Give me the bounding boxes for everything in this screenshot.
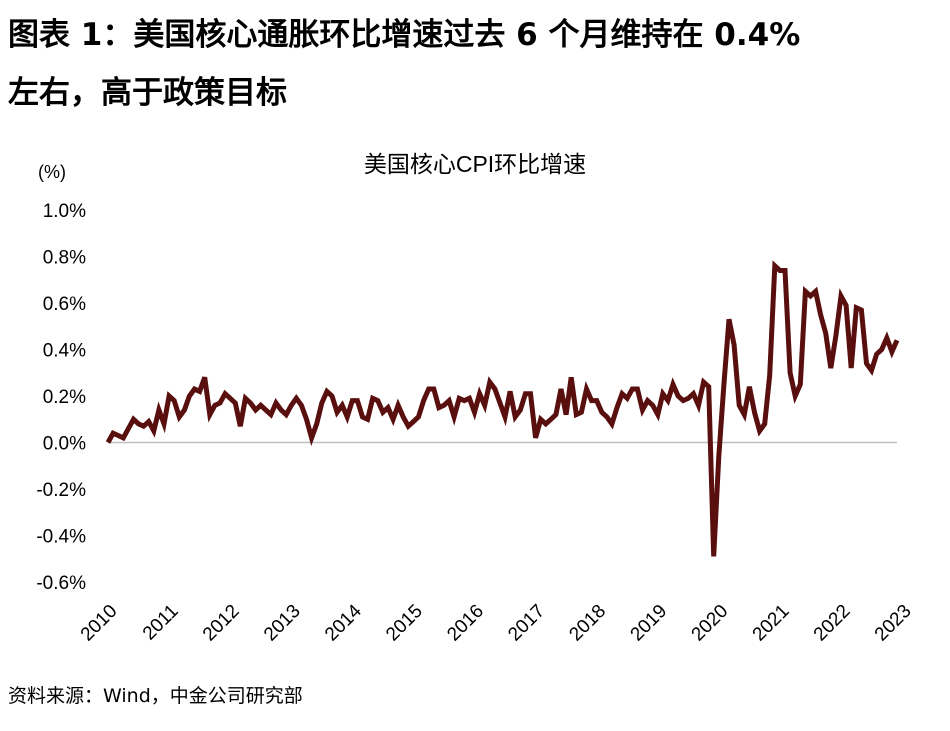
y-tick-label: 0.4%: [43, 341, 86, 362]
figure-title-line2: 左右，高于政策目标: [8, 75, 287, 111]
x-tick-label: 2022: [810, 601, 855, 646]
y-tick-label: 0.2%: [43, 387, 86, 408]
y-tick-label: 0.0%: [43, 434, 86, 455]
figure-title: 图表 1：美国核心通胀环比增速过去 6 个月维持在 0.4% 左右，高于政策目标: [8, 6, 943, 122]
y-unit-label: (%): [38, 162, 66, 182]
x-tick-label: 2010: [77, 601, 122, 646]
x-tick-label: 2015: [382, 601, 427, 646]
figure-title-line1: 图表 1：美国核心通胀环比增速过去 6 个月维持在 0.4%: [8, 17, 801, 53]
x-tick-label: 2011: [139, 601, 183, 645]
x-tick-label: 2014: [321, 600, 366, 645]
x-tick-label: 2012: [199, 601, 244, 646]
x-tick-label: 2023: [871, 601, 916, 646]
y-tick-label: 0.6%: [43, 294, 86, 315]
x-tick-label: 2019: [627, 601, 672, 646]
chart-title: 美国核心CPI环比增速: [364, 151, 586, 177]
y-axis-ticks: 1.0% 0.8% 0.6% 0.4% 0.2% 0.0% -0.2% -0.4% -0.6%: [36, 201, 86, 594]
x-tick-label: 2020: [688, 601, 733, 646]
x-tick-label: 2017: [504, 601, 549, 646]
x-tick-label: 2021: [749, 601, 794, 646]
y-tick-label: 1.0%: [43, 201, 86, 222]
x-axis-ticks: 2010 2011 2012 2013 2014 2015 2016 2017 2018 2019…: [77, 600, 916, 645]
source-note: 资料来源：Wind，中金公司研究部: [8, 685, 303, 707]
y-tick-label: -0.6%: [36, 573, 86, 594]
x-tick-label: 2016: [443, 601, 488, 646]
series-line: [105, 260, 900, 557]
y-tick-label: -0.2%: [36, 480, 86, 501]
x-tick-label: 2013: [260, 601, 305, 646]
y-tick-label: -0.4%: [36, 527, 86, 548]
y-tick-label: 0.8%: [43, 248, 86, 269]
x-tick-label: 2018: [565, 601, 610, 646]
